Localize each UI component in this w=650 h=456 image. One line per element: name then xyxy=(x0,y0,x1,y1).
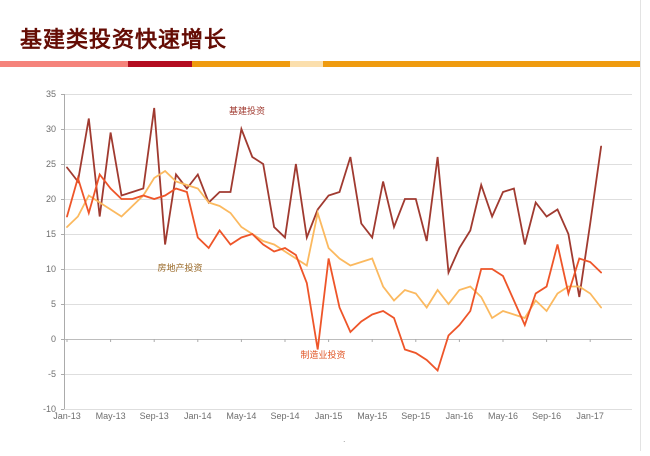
page-title: 基建类投资快速增长 xyxy=(20,28,228,53)
x-axis-label: Sep-15 xyxy=(401,411,430,421)
y-axis-label: -5 xyxy=(48,369,56,379)
y-axis-label: 0 xyxy=(51,334,56,344)
x-axis-label: Jan-13 xyxy=(53,411,81,421)
page-right-border xyxy=(640,0,641,451)
series-line-infrastructure xyxy=(66,107,602,298)
accent-bar-segment-orange-2 xyxy=(323,61,641,67)
y-axis-label: 20 xyxy=(46,194,56,204)
series-line-real-estate xyxy=(66,169,602,320)
x-axis-label: Jan-14 xyxy=(184,411,212,421)
y-axis-label: 25 xyxy=(46,159,56,169)
x-axis-label: Jan-16 xyxy=(446,411,474,421)
x-axis-label: Sep-14 xyxy=(270,411,299,421)
accent-bar-segment-dark-red xyxy=(128,61,192,67)
y-axis-label: 15 xyxy=(46,229,56,239)
x-axis-label: May-14 xyxy=(226,411,256,421)
accent-bar xyxy=(0,61,641,67)
x-axis-label: May-15 xyxy=(357,411,387,421)
x-axis-label: May-13 xyxy=(96,411,126,421)
accent-bar-segment-orange xyxy=(192,61,290,67)
series-label-manufacturing: 制造业投资 xyxy=(300,349,345,361)
footnote-mark: . xyxy=(343,434,346,444)
series-label-infrastructure: 基建投资 xyxy=(229,105,265,117)
series-label-real-estate: 房地产投资 xyxy=(157,262,202,274)
series-line-manufacturing xyxy=(66,172,602,373)
accent-bar-segment-cream xyxy=(290,61,323,67)
y-axis-label: 5 xyxy=(51,299,56,309)
y-axis-label: -10 xyxy=(43,404,56,414)
x-axis-label: Jan-17 xyxy=(576,411,604,421)
x-axis-label: Jan-15 xyxy=(315,411,343,421)
y-axis-label: 30 xyxy=(46,124,56,134)
y-axis-label: 10 xyxy=(46,264,56,274)
x-axis-label: Sep-13 xyxy=(140,411,169,421)
x-axis-label: Sep-16 xyxy=(532,411,561,421)
y-axis-label: 35 xyxy=(46,89,56,99)
accent-bar-segment-pink xyxy=(0,61,128,67)
x-axis-label: May-16 xyxy=(488,411,518,421)
